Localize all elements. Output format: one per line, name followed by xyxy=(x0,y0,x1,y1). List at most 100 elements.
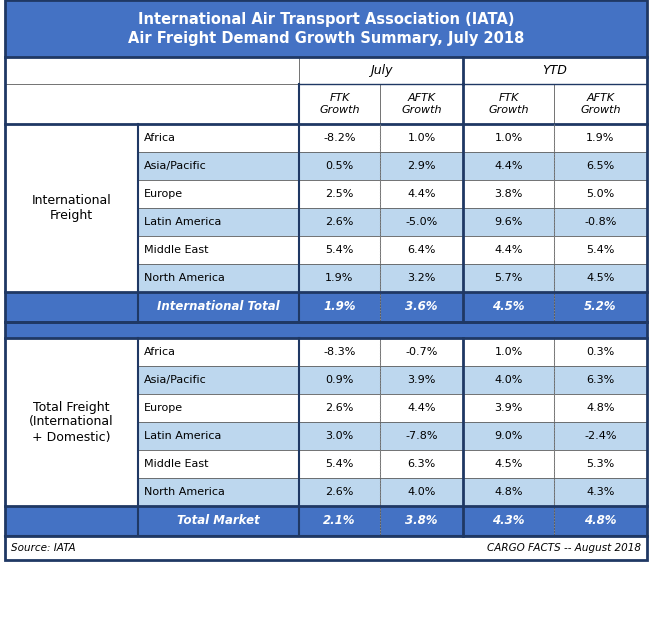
Text: 4.4%: 4.4% xyxy=(494,245,523,255)
Bar xyxy=(380,338,463,366)
Text: 6.5%: 6.5% xyxy=(586,161,615,171)
Text: International
Freight: International Freight xyxy=(32,194,111,222)
Text: July: July xyxy=(370,64,393,77)
Bar xyxy=(5,338,138,506)
Bar xyxy=(5,338,138,366)
Text: 4.4%: 4.4% xyxy=(408,189,436,199)
Text: 2.6%: 2.6% xyxy=(325,217,353,227)
Bar xyxy=(299,236,380,264)
Text: 4.5%: 4.5% xyxy=(492,300,525,314)
Bar xyxy=(299,208,380,236)
Bar xyxy=(299,264,380,292)
Text: -7.8%: -7.8% xyxy=(406,431,437,441)
Text: 3.8%: 3.8% xyxy=(406,514,437,528)
Bar xyxy=(299,478,380,506)
Text: Source: IATA: Source: IATA xyxy=(11,543,76,553)
Text: YTD: YTD xyxy=(542,64,567,77)
Text: Asia/Pacific: Asia/Pacific xyxy=(144,375,207,385)
Bar xyxy=(463,124,554,152)
Text: -0.8%: -0.8% xyxy=(584,217,617,227)
Text: -5.0%: -5.0% xyxy=(406,217,437,227)
Text: 1.9%: 1.9% xyxy=(323,300,356,314)
Text: 2.5%: 2.5% xyxy=(325,189,353,199)
Text: Asia/Pacific: Asia/Pacific xyxy=(144,161,207,171)
Bar xyxy=(5,450,138,478)
Text: 5.4%: 5.4% xyxy=(586,245,615,255)
Text: Air Freight Demand Growth Summary, July 2018: Air Freight Demand Growth Summary, July … xyxy=(128,31,524,46)
Bar xyxy=(138,506,299,536)
Text: 1.0%: 1.0% xyxy=(494,347,523,357)
Text: 2.6%: 2.6% xyxy=(325,487,353,497)
Bar xyxy=(138,366,299,394)
Bar xyxy=(5,322,647,338)
Bar xyxy=(554,180,647,208)
Bar xyxy=(299,180,380,208)
Text: 5.0%: 5.0% xyxy=(586,189,615,199)
Bar xyxy=(5,180,138,208)
Bar xyxy=(463,478,554,506)
Bar xyxy=(380,236,463,264)
Text: -8.2%: -8.2% xyxy=(323,133,356,143)
Text: 1.9%: 1.9% xyxy=(586,133,615,143)
Bar xyxy=(5,0,647,57)
Bar xyxy=(138,152,299,180)
Text: 4.8%: 4.8% xyxy=(494,487,523,497)
Bar xyxy=(380,292,463,322)
Bar xyxy=(5,84,299,124)
Text: 3.8%: 3.8% xyxy=(494,189,523,199)
Bar xyxy=(380,180,463,208)
Bar xyxy=(299,366,380,394)
Text: 0.5%: 0.5% xyxy=(325,161,353,171)
Bar xyxy=(554,366,647,394)
Text: 6.3%: 6.3% xyxy=(408,459,436,469)
Bar xyxy=(5,124,138,292)
Bar xyxy=(5,536,647,560)
Bar xyxy=(299,450,380,478)
Text: 2.9%: 2.9% xyxy=(408,161,436,171)
Bar xyxy=(138,236,299,264)
Bar xyxy=(463,152,554,180)
Text: 9.0%: 9.0% xyxy=(494,431,523,441)
Text: AFTK
Growth: AFTK Growth xyxy=(401,93,442,115)
Text: 9.6%: 9.6% xyxy=(494,217,523,227)
Bar xyxy=(138,450,299,478)
Text: 5.3%: 5.3% xyxy=(586,459,615,469)
Bar xyxy=(554,450,647,478)
Text: Middle East: Middle East xyxy=(144,245,209,255)
Bar xyxy=(380,478,463,506)
Bar xyxy=(138,422,299,450)
Bar xyxy=(299,292,380,322)
Text: 1.0%: 1.0% xyxy=(494,133,523,143)
Bar xyxy=(299,422,380,450)
Text: Middle East: Middle East xyxy=(144,459,209,469)
Bar xyxy=(380,450,463,478)
Text: Latin America: Latin America xyxy=(144,431,222,441)
Text: 5.4%: 5.4% xyxy=(325,459,353,469)
Bar xyxy=(463,236,554,264)
Bar xyxy=(554,478,647,506)
Text: FTK
Growth: FTK Growth xyxy=(488,93,529,115)
Bar xyxy=(5,57,299,84)
Text: Total Market: Total Market xyxy=(177,514,260,528)
Text: 1.0%: 1.0% xyxy=(408,133,436,143)
Text: Europe: Europe xyxy=(144,189,183,199)
Text: 1.9%: 1.9% xyxy=(325,273,353,283)
Text: International Total: International Total xyxy=(157,300,280,314)
Bar xyxy=(380,422,463,450)
Bar xyxy=(463,450,554,478)
Text: CARGO FACTS -- August 2018: CARGO FACTS -- August 2018 xyxy=(487,543,641,553)
Bar xyxy=(138,124,299,152)
Bar xyxy=(380,394,463,422)
Bar xyxy=(5,0,647,560)
Bar xyxy=(299,394,380,422)
Bar xyxy=(5,152,138,180)
Bar xyxy=(299,124,380,152)
Bar xyxy=(554,152,647,180)
Text: AFTK
Growth: AFTK Growth xyxy=(580,93,621,115)
Text: 4.8%: 4.8% xyxy=(584,514,617,528)
Text: 0.3%: 0.3% xyxy=(586,347,615,357)
Text: 4.0%: 4.0% xyxy=(494,375,523,385)
Text: 6.4%: 6.4% xyxy=(408,245,436,255)
Text: Europe: Europe xyxy=(144,403,183,413)
Bar xyxy=(463,57,647,84)
